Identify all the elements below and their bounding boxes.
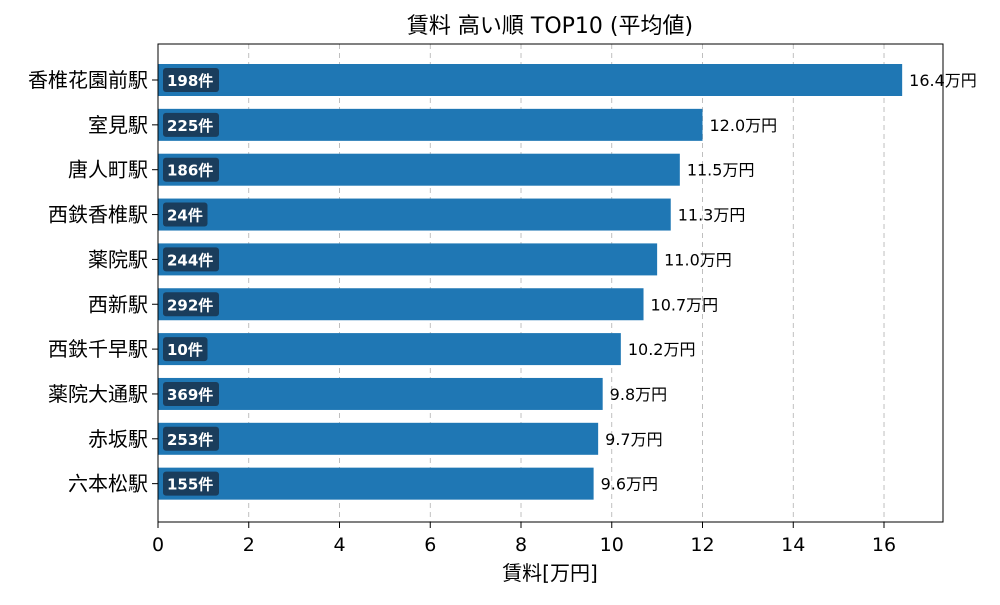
x-tick-label: 8 bbox=[515, 534, 527, 556]
value-label: 9.8万円 bbox=[610, 385, 667, 404]
category-label: 赤坂駅 bbox=[88, 427, 148, 451]
category-label: 西新駅 bbox=[88, 292, 148, 316]
value-label: 10.7万円 bbox=[651, 295, 719, 314]
category-label: 室見駅 bbox=[88, 113, 148, 137]
category-label: 西鉄香椎駅 bbox=[48, 203, 148, 227]
count-badge-bg bbox=[163, 202, 208, 227]
value-label: 11.5万円 bbox=[687, 161, 755, 180]
x-tick-label: 0 bbox=[152, 534, 164, 556]
x-tick-label: 2 bbox=[243, 534, 255, 556]
count-badge-text: 155件 bbox=[167, 476, 213, 494]
category-label: 六本松駅 bbox=[68, 472, 148, 496]
count-badge-bg bbox=[163, 68, 219, 92]
value-label: 11.3万円 bbox=[678, 206, 746, 225]
value-label: 9.6万円 bbox=[601, 475, 658, 494]
x-tick-label: 12 bbox=[690, 534, 714, 556]
x-ticks: 0 2 4 6 8 10 12 14 16 bbox=[152, 522, 896, 556]
value-label: 10.2万円 bbox=[628, 340, 696, 359]
bar bbox=[158, 377, 603, 410]
count-badge-text: 225件 bbox=[167, 117, 213, 135]
category-label: 唐人町駅 bbox=[68, 158, 148, 182]
bar bbox=[158, 467, 594, 500]
chart-title: 賃料 高い順 TOP10 (平均値) bbox=[407, 14, 693, 39]
count-badge-text: 24件 bbox=[167, 207, 203, 225]
count-badge-bg bbox=[163, 337, 208, 362]
count-badge-bg bbox=[163, 247, 219, 272]
category-label: 香椎花園前駅 bbox=[28, 68, 148, 92]
bar bbox=[158, 288, 644, 321]
bar bbox=[158, 108, 703, 141]
category-label: 薬院大通駅 bbox=[48, 382, 148, 406]
bar bbox=[158, 422, 599, 455]
count-badge-bg bbox=[163, 157, 219, 182]
count-badge-text: 10件 bbox=[167, 341, 203, 359]
bar bbox=[158, 64, 903, 96]
bar bbox=[158, 153, 680, 186]
bar bbox=[158, 243, 658, 276]
value-label: 12.0万円 bbox=[710, 116, 778, 135]
count-badge-text: 292件 bbox=[167, 296, 213, 314]
bar bbox=[158, 333, 621, 366]
count-badge-text: 253件 bbox=[167, 431, 213, 449]
value-label: 11.0万円 bbox=[664, 250, 732, 269]
plot-frame bbox=[157, 43, 944, 523]
bars bbox=[158, 64, 903, 500]
count-badge-bg bbox=[163, 112, 219, 137]
category-label: 薬院駅 bbox=[88, 247, 148, 271]
count-badge-text: 186件 bbox=[167, 162, 213, 180]
category-label: 西鉄千早駅 bbox=[48, 337, 148, 361]
bar bbox=[158, 198, 671, 231]
x-tick-label: 4 bbox=[333, 534, 345, 556]
x-tick-label: 14 bbox=[781, 534, 805, 556]
count-badge-bg bbox=[163, 381, 219, 406]
count-badge-bg bbox=[163, 292, 219, 317]
count-badge-text: 244件 bbox=[167, 251, 213, 269]
count-badge-text: 198件 bbox=[167, 72, 213, 90]
count-badge-text: 369件 bbox=[167, 386, 213, 404]
value-label: 9.7万円 bbox=[605, 430, 662, 449]
x-tick-label: 10 bbox=[600, 534, 624, 556]
x-tick-label: 16 bbox=[872, 534, 896, 556]
x-tick-label: 6 bbox=[424, 534, 436, 556]
count-badge-bg bbox=[163, 426, 219, 451]
count-badge-bg bbox=[163, 471, 219, 496]
count-badges: 198件 225件 186件 24件 244件 292件 10件 369件 253件 155件 bbox=[163, 68, 219, 496]
x-axis-label: 賃料[万円] bbox=[502, 561, 598, 585]
category-labels: 香椎花園前駅室見駅唐人町駅西鉄香椎駅薬院駅西新駅西鉄千早駅薬院大通駅赤坂駅六本松… bbox=[28, 68, 158, 496]
